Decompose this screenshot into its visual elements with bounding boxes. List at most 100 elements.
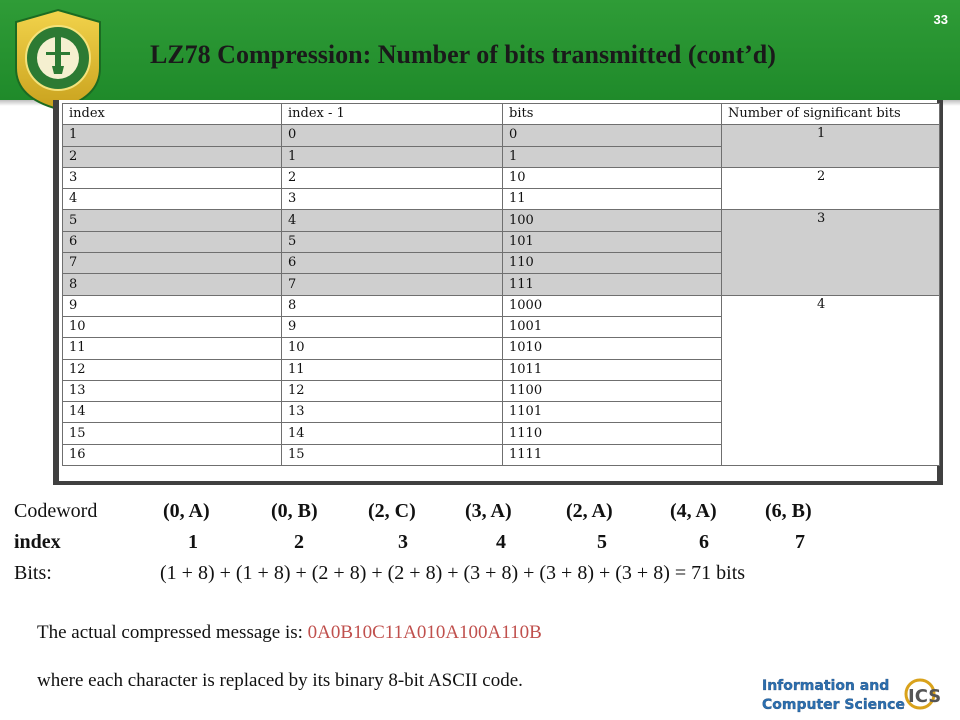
cell-index: 4 xyxy=(62,188,282,211)
table-row: 15 14 1110 xyxy=(62,422,940,445)
table-row: 7 6 110 xyxy=(62,252,940,275)
header-bar xyxy=(0,0,960,100)
cell-bits: 1010 xyxy=(502,337,722,360)
cell-bits: 111 xyxy=(502,273,722,296)
ics-logo-line2: Computer Science xyxy=(762,697,905,713)
cell-index: 15 xyxy=(62,422,282,445)
cell-bits: 1 xyxy=(502,145,722,168)
cell-bits: 10 xyxy=(502,166,722,190)
cell-index: 7 xyxy=(62,252,282,275)
cell-bits: 101 xyxy=(502,230,722,254)
cell-index-minus-1: 0 xyxy=(281,124,503,147)
message-code-part: 110B xyxy=(501,622,542,643)
col-header-bits: bits xyxy=(502,102,722,126)
cell-bits: 100 xyxy=(502,209,722,232)
cell-index-minus-1: 5 xyxy=(281,230,503,254)
cell-index-minus-1: 1 xyxy=(281,145,503,168)
cell-index: 2 xyxy=(62,145,282,168)
ics-department-logo: Information and Computer Science ICS xyxy=(760,672,956,716)
compressed-message: The actual compressed message is: 0A0B10… xyxy=(37,622,542,644)
university-seal-logo xyxy=(15,8,101,111)
cell-bits: 1000 xyxy=(502,294,722,317)
cell-index: 8 xyxy=(62,273,282,296)
cell-index-minus-1: 7 xyxy=(281,273,503,296)
cell-bits: 1011 xyxy=(502,358,722,381)
table-row: 12 11 1011 xyxy=(62,358,940,381)
cell-index-minus-1: 14 xyxy=(281,422,503,445)
cell-index: 5 xyxy=(62,209,282,232)
index-item: 3 xyxy=(398,531,408,553)
cell-index: 6 xyxy=(62,230,282,254)
codeword-item: (3, A) xyxy=(465,500,512,522)
table-row: 16 15 1111 xyxy=(62,443,940,467)
codeword-item: (2, C) xyxy=(368,500,416,522)
table-row: 11 10 1010 xyxy=(62,337,940,360)
index-item: 5 xyxy=(597,531,607,553)
codeword-item: (4, A) xyxy=(670,500,717,522)
cell-index-minus-1: 10 xyxy=(281,337,503,360)
cell-index-minus-1: 9 xyxy=(281,315,503,339)
cell-index-minus-1: 12 xyxy=(281,379,503,403)
cell-bits: 110 xyxy=(502,252,722,275)
index-label: index xyxy=(14,531,61,553)
table-row: 13 12 1100 xyxy=(62,379,940,403)
codeword-label: Codeword xyxy=(14,500,98,522)
cell-index: 3 xyxy=(62,166,282,190)
cell-index-minus-1: 4 xyxy=(281,209,503,232)
slide-title: LZ78 Compression: Number of bits transmi… xyxy=(150,40,776,69)
table-row: 5 4 100 3 xyxy=(62,209,940,296)
index-item: 1 xyxy=(188,531,198,553)
bits-table-panel: index index - 1 bits Number of significa… xyxy=(53,100,943,485)
cell-index: 16 xyxy=(62,443,282,467)
cell-significant-bits: 3 xyxy=(721,209,940,296)
index-item: 4 xyxy=(496,531,506,553)
cell-bits: 1100 xyxy=(502,379,722,403)
cell-bits: 1111 xyxy=(502,443,722,467)
table-row: 9 8 1000 4 xyxy=(62,294,940,467)
cell-bits: 1001 xyxy=(502,315,722,339)
cell-index-minus-1: 8 xyxy=(281,294,503,317)
cell-index: 13 xyxy=(62,379,282,403)
message-code-part: 11A xyxy=(384,622,417,643)
cell-bits: 1110 xyxy=(502,422,722,445)
cell-index-minus-1: 11 xyxy=(281,358,503,381)
bits-expression: (1 + 8) + (1 + 8) + (2 + 8) + (2 + 8) + … xyxy=(160,562,746,584)
message-prefix: The actual compressed message is: xyxy=(37,622,308,643)
index-item: 6 xyxy=(699,531,709,553)
ics-logo-line1: Information and xyxy=(762,678,889,694)
codeword-item: (2, A) xyxy=(566,500,613,522)
codeword-item: (0, B) xyxy=(271,500,318,522)
index-item: 7 xyxy=(795,531,805,553)
cell-index: 12 xyxy=(62,358,282,381)
cell-index-minus-1: 6 xyxy=(281,252,503,275)
message-code-part: 100A xyxy=(459,622,502,643)
codeword-item: (0, A) xyxy=(163,500,210,522)
cell-significant-bits: 2 xyxy=(721,166,940,211)
table-row: 3 2 10 2 xyxy=(62,166,940,211)
cell-index: 10 xyxy=(62,315,282,339)
cell-index-minus-1: 3 xyxy=(281,188,503,211)
message-code-part: 10C xyxy=(353,622,385,643)
col-header-index: index xyxy=(62,102,282,126)
cell-bits: 1101 xyxy=(502,401,722,424)
message-code-part: 0B xyxy=(330,622,354,643)
codeword-item: (6, B) xyxy=(765,500,812,522)
table-row: 10 9 1001 xyxy=(62,315,940,339)
ics-logo-mark: ICS xyxy=(908,686,941,707)
table-row: 14 13 1101 xyxy=(62,401,940,424)
col-header-index-minus-1: index - 1 xyxy=(281,102,503,126)
slide-number: 33 xyxy=(933,12,948,27)
ascii-note: where each character is replaced by its … xyxy=(37,670,523,691)
col-header-significant-bits: Number of significant bits xyxy=(721,102,940,126)
cell-index: 1 xyxy=(62,124,282,147)
cell-bits: 11 xyxy=(502,188,722,211)
cell-index-minus-1: 2 xyxy=(281,166,503,190)
message-code: 0A0B10C11A010A100A110B xyxy=(308,622,542,643)
cell-index: 9 xyxy=(62,294,282,317)
cell-index-minus-1: 15 xyxy=(281,443,503,467)
cell-index-minus-1: 13 xyxy=(281,401,503,424)
cell-index: 14 xyxy=(62,401,282,424)
significant-bits-table: index index - 1 bits Number of significa… xyxy=(62,102,940,467)
message-code-part: 0A xyxy=(307,622,331,643)
